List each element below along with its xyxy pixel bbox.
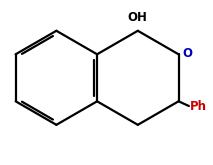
Text: O: O: [182, 47, 192, 60]
Text: Ph: Ph: [190, 100, 207, 114]
Text: OH: OH: [127, 11, 147, 24]
